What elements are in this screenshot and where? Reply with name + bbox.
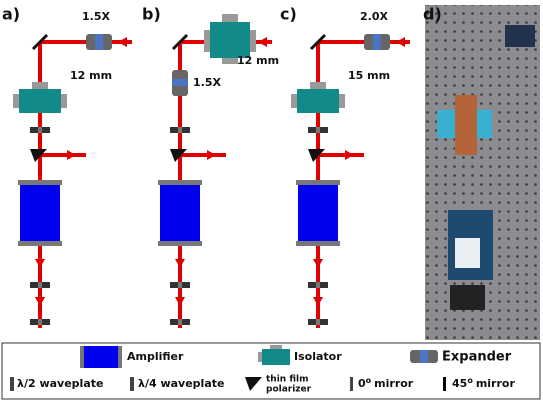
expander	[95, 34, 103, 50]
isolator-cap	[291, 94, 297, 108]
amplifier-cap	[296, 180, 340, 185]
panel-label: a)	[2, 5, 20, 24]
arrow	[313, 259, 323, 268]
text: mirror	[476, 377, 516, 390]
amplifier-cap	[296, 241, 340, 246]
figure: d) 1.5X 12 mm a) 1.5X 12 mm b) 2.0X 15 mm c) Amp…	[0, 0, 543, 402]
expander-label: 1.5X	[193, 76, 221, 89]
legend-text: polarizer	[266, 385, 312, 395]
arrow	[118, 37, 127, 47]
isolator-icon	[270, 345, 282, 349]
isolator-cap	[222, 14, 238, 22]
arrow	[258, 37, 267, 47]
legend-text: λ/2 waveplate	[17, 377, 103, 390]
panel-label: b)	[142, 5, 161, 24]
amplifier-cap	[158, 180, 202, 185]
arrow	[67, 150, 76, 160]
isolator-cap	[339, 94, 345, 108]
waveplate	[316, 319, 320, 325]
isolator-label: 12 mm	[70, 69, 112, 82]
isolator-cap	[310, 82, 326, 89]
legend-text: Amplifier	[127, 350, 184, 363]
expander	[172, 79, 188, 86]
waveplate	[38, 282, 42, 288]
waveplate	[178, 319, 182, 325]
isolator-cap	[61, 94, 67, 108]
legend-text: Isolator	[294, 350, 342, 363]
expander-icon	[420, 350, 428, 363]
amplifier-cap	[18, 180, 62, 185]
arrow	[345, 150, 354, 160]
isolator-cap	[13, 94, 19, 108]
isolator-label: 12 mm	[237, 54, 279, 67]
arrow	[313, 297, 323, 306]
waveplate	[38, 127, 42, 133]
arrow	[396, 37, 405, 47]
amplifier	[20, 183, 60, 243]
expander-label: 2.0X	[360, 10, 388, 23]
amplifier-icon	[118, 346, 122, 368]
waveplate	[178, 127, 182, 133]
legend-text: λ/4 waveplate	[138, 377, 224, 390]
isolator-cap	[204, 30, 210, 52]
arrow	[35, 297, 45, 306]
photo-mount	[455, 95, 477, 155]
isolator-cap	[222, 58, 238, 64]
waveplate-icon	[10, 377, 14, 391]
amplifier-icon	[82, 346, 120, 368]
isolator-cap	[250, 30, 256, 52]
arrow	[207, 150, 216, 160]
arrow	[35, 259, 45, 268]
isolator	[210, 22, 250, 58]
legend-text: thin film	[266, 375, 308, 385]
text: mirror	[374, 377, 414, 390]
waveplate	[38, 319, 42, 325]
expander	[373, 34, 381, 50]
isolator-icon	[262, 349, 290, 365]
mirror-icon	[443, 377, 446, 391]
photo-part	[505, 25, 535, 47]
arrow	[175, 297, 185, 306]
arrow	[175, 259, 185, 268]
isolator-icon	[258, 352, 262, 362]
angle: 45	[452, 377, 467, 390]
expander-label: 1.5X	[82, 10, 110, 23]
panel-label: d)	[423, 5, 442, 24]
amplifier-icon	[80, 346, 84, 368]
amplifier-cap	[158, 241, 202, 246]
isolator-cap	[32, 82, 48, 89]
waveplate-icon	[130, 377, 134, 391]
amplifier	[160, 183, 200, 243]
isolator	[297, 89, 339, 113]
panel-label: c)	[280, 5, 297, 24]
legend-text: Expander	[442, 350, 512, 365]
amplifier	[298, 183, 338, 243]
waveplate	[178, 282, 182, 288]
degree: o	[467, 376, 473, 385]
amplifier-cap	[18, 241, 62, 246]
waveplate	[316, 282, 320, 288]
photo-part	[450, 285, 485, 310]
waveplate	[316, 127, 320, 133]
isolator	[19, 89, 61, 113]
isolator-label: 15 mm	[348, 69, 390, 82]
photo-label	[455, 238, 480, 268]
degree: o	[366, 376, 372, 385]
mirror-icon	[350, 377, 353, 391]
